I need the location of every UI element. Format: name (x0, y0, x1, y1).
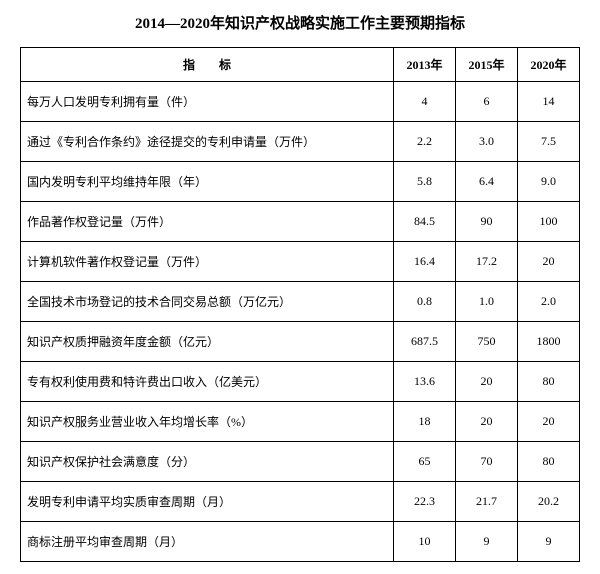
table-row: 商标注册平均审查周期（月）1099 (21, 522, 580, 562)
col-header-2013: 2013年 (394, 48, 456, 82)
cell-y2013: 84.5 (394, 202, 456, 242)
cell-y2015: 750 (456, 322, 518, 362)
cell-y2015: 21.7 (456, 482, 518, 522)
cell-y2015: 90 (456, 202, 518, 242)
cell-y2020: 9.0 (518, 162, 580, 202)
table-body: 每万人口发明专利拥有量（件）4614通过《专利合作条约》途径提交的专利申请量（万… (21, 82, 580, 562)
cell-indicator: 知识产权保护社会满意度（分） (21, 442, 394, 482)
cell-y2013: 16.4 (394, 242, 456, 282)
cell-y2013: 10 (394, 522, 456, 562)
cell-y2015: 1.0 (456, 282, 518, 322)
table-row: 知识产权服务业营业收入年均增长率（%）182020 (21, 402, 580, 442)
col-header-indicator: 指标 (21, 48, 394, 82)
cell-y2013: 2.2 (394, 122, 456, 162)
table-row: 计算机软件著作权登记量（万件）16.417.220 (21, 242, 580, 282)
cell-y2020: 20.2 (518, 482, 580, 522)
cell-y2015: 3.0 (456, 122, 518, 162)
cell-y2013: 22.3 (394, 482, 456, 522)
col-header-indicator-label: 指标 (159, 58, 255, 72)
cell-y2013: 18 (394, 402, 456, 442)
cell-y2015: 6 (456, 82, 518, 122)
cell-y2020: 7.5 (518, 122, 580, 162)
table-row: 国内发明专利平均维持年限（年）5.86.49.0 (21, 162, 580, 202)
table-row: 专有权利使用费和特许费出口收入（亿美元）13.62080 (21, 362, 580, 402)
cell-indicator: 作品著作权登记量（万件） (21, 202, 394, 242)
cell-y2020: 1800 (518, 322, 580, 362)
cell-indicator: 全国技术市场登记的技术合同交易总额（万亿元） (21, 282, 394, 322)
cell-indicator: 知识产权服务业营业收入年均增长率（%） (21, 402, 394, 442)
cell-y2020: 9 (518, 522, 580, 562)
table-row: 发明专利申请平均实质审查周期（月）22.321.720.2 (21, 482, 580, 522)
table-row: 每万人口发明专利拥有量（件）4614 (21, 82, 580, 122)
cell-y2020: 14 (518, 82, 580, 122)
table-row: 作品著作权登记量（万件）84.590100 (21, 202, 580, 242)
cell-y2020: 80 (518, 442, 580, 482)
cell-y2013: 13.6 (394, 362, 456, 402)
table-row: 全国技术市场登记的技术合同交易总额（万亿元）0.81.02.0 (21, 282, 580, 322)
cell-indicator: 发明专利申请平均实质审查周期（月） (21, 482, 394, 522)
cell-indicator: 商标注册平均审查周期（月） (21, 522, 394, 562)
cell-y2015: 6.4 (456, 162, 518, 202)
page-title: 2014—2020年知识产权战略实施工作主要预期指标 (20, 12, 580, 33)
table-row: 通过《专利合作条约》途径提交的专利申请量（万件）2.23.07.5 (21, 122, 580, 162)
cell-y2020: 20 (518, 402, 580, 442)
cell-indicator: 知识产权质押融资年度金额（亿元） (21, 322, 394, 362)
indicators-table: 指标 2013年 2015年 2020年 每万人口发明专利拥有量（件）4614通… (20, 47, 580, 562)
cell-y2020: 100 (518, 202, 580, 242)
cell-indicator: 每万人口发明专利拥有量（件） (21, 82, 394, 122)
cell-indicator: 国内发明专利平均维持年限（年） (21, 162, 394, 202)
cell-y2015: 9 (456, 522, 518, 562)
cell-y2020: 80 (518, 362, 580, 402)
cell-indicator: 通过《专利合作条约》途径提交的专利申请量（万件） (21, 122, 394, 162)
cell-indicator: 专有权利使用费和特许费出口收入（亿美元） (21, 362, 394, 402)
table-row: 知识产权质押融资年度金额（亿元）687.57501800 (21, 322, 580, 362)
cell-y2013: 5.8 (394, 162, 456, 202)
table-row: 知识产权保护社会满意度（分）657080 (21, 442, 580, 482)
cell-y2020: 2.0 (518, 282, 580, 322)
cell-y2020: 20 (518, 242, 580, 282)
table-header-row: 指标 2013年 2015年 2020年 (21, 48, 580, 82)
cell-y2015: 17.2 (456, 242, 518, 282)
cell-y2015: 70 (456, 442, 518, 482)
col-header-2015: 2015年 (456, 48, 518, 82)
cell-y2013: 0.8 (394, 282, 456, 322)
cell-y2015: 20 (456, 402, 518, 442)
cell-y2013: 65 (394, 442, 456, 482)
cell-y2013: 4 (394, 82, 456, 122)
cell-y2013: 687.5 (394, 322, 456, 362)
col-header-2020: 2020年 (518, 48, 580, 82)
cell-indicator: 计算机软件著作权登记量（万件） (21, 242, 394, 282)
cell-y2015: 20 (456, 362, 518, 402)
